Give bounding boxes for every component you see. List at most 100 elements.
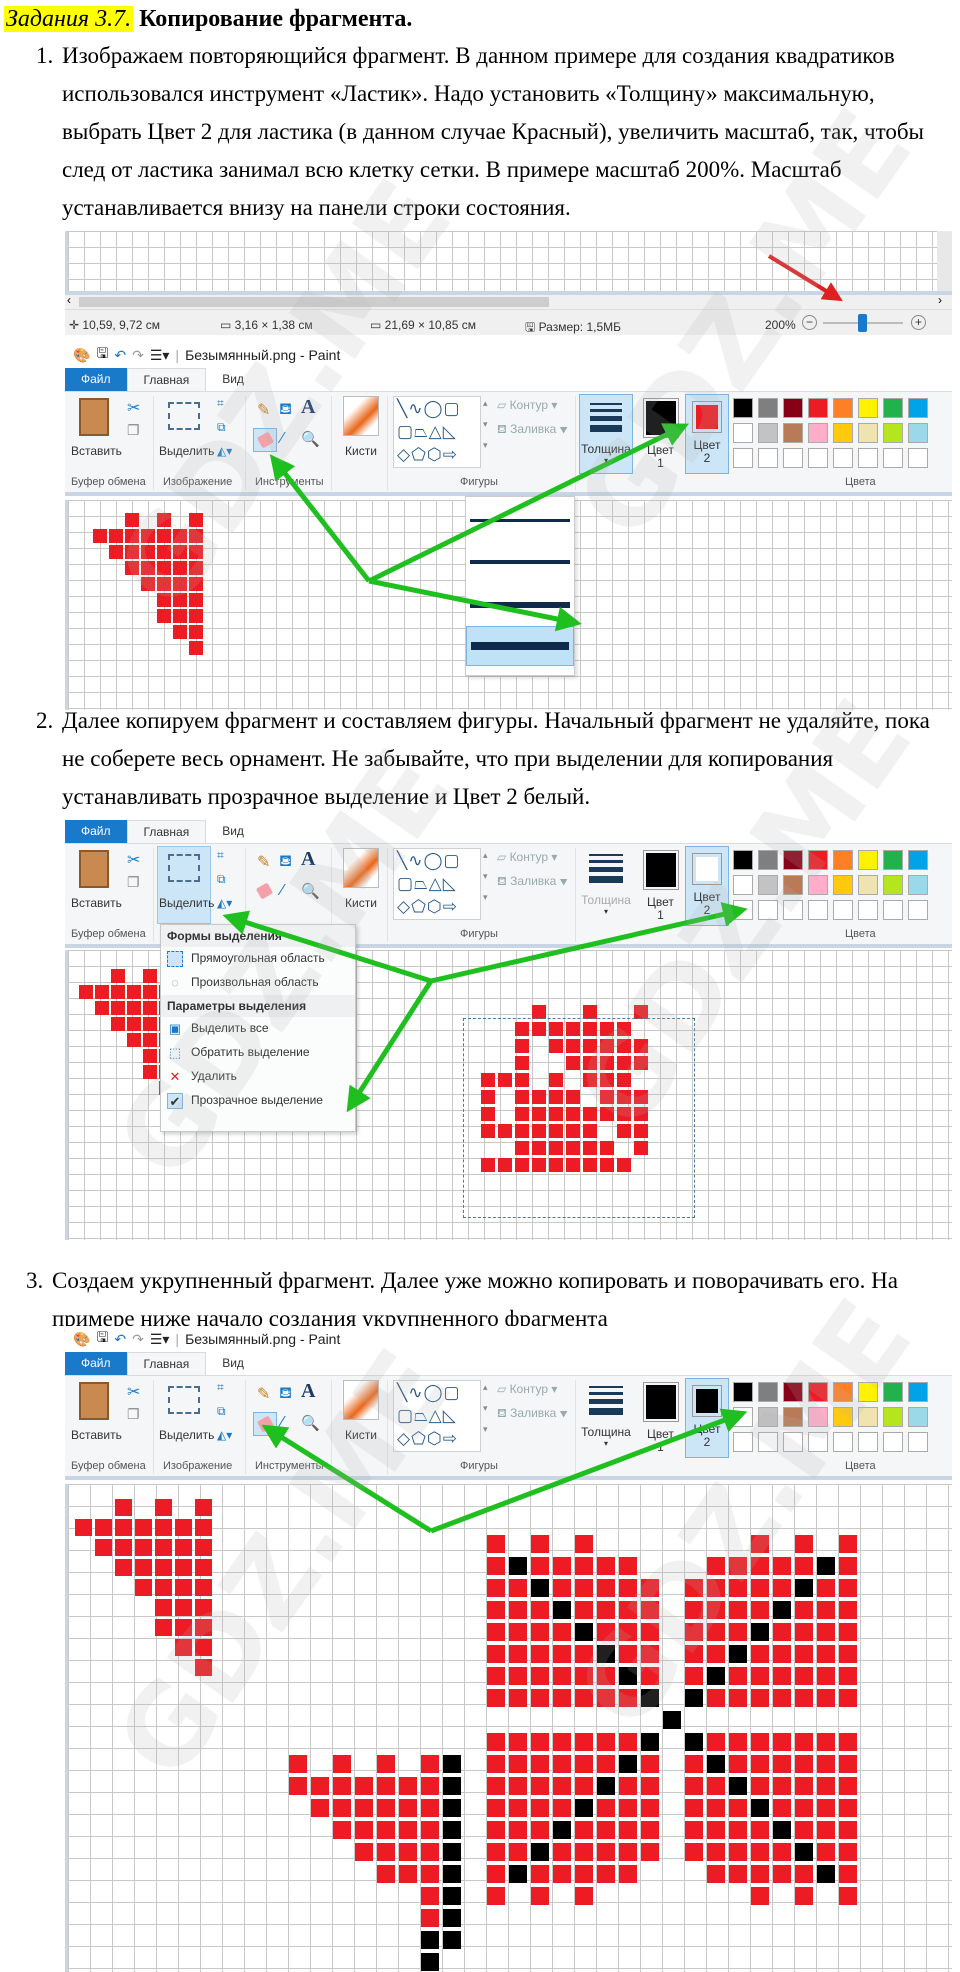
paste-icon[interactable] [79,1382,109,1420]
select-button[interactable] [157,846,211,924]
palette-swatch[interactable] [783,1382,803,1402]
palette-swatch[interactable] [758,1432,778,1452]
crop-icon[interactable]: ⌗ [217,396,224,410]
color-picker-icon[interactable]: ⁄ [281,882,284,899]
shapes-gallery[interactable]: ╲∿◯▢ ▢⏢△◺ ◇⬠⬡⇨ [393,848,481,920]
tab-home[interactable]: Главная [126,1352,207,1375]
paste-button[interactable]: Вставить [71,1428,122,1442]
eraser-button[interactable] [253,428,277,452]
fill-icon[interactable]: ⛾ [279,1385,293,1402]
palette-swatch[interactable] [908,423,928,443]
size-button[interactable]: Толщина ▾ [579,1378,633,1458]
tab-view[interactable]: Вид [222,824,244,838]
color1-button[interactable] [643,850,679,890]
copy-icon[interactable]: ❐ [127,874,140,890]
resize-icon[interactable]: ⧉ [217,1404,226,1418]
palette-swatch[interactable] [808,448,828,468]
palette-swatch[interactable] [783,423,803,443]
size-option-1[interactable] [470,519,570,522]
palette-swatch[interactable] [808,900,828,920]
palette-swatch[interactable] [883,900,903,920]
palette-swatch[interactable] [758,1407,778,1427]
palette-swatch[interactable] [883,1407,903,1427]
palette-swatch[interactable] [858,1382,878,1402]
size-button[interactable]: Толщина ▾ [579,846,633,926]
palette-swatch[interactable] [883,398,903,418]
tab-view[interactable]: Вид [222,1356,244,1370]
shapes-scroll-icon[interactable]: ▴ ▾ ▾ [483,850,488,902]
tab-file[interactable]: Файл [65,820,127,843]
menu-item-transparent-selection[interactable]: ✔ Прозрачное выделение [161,1089,355,1113]
outline-button[interactable]: ▱ Контур ▾ [497,398,558,412]
selection-rectangle[interactable] [463,1018,695,1218]
menu-item-free-form[interactable]: ◌ Произвольная область [161,971,355,995]
resize-icon[interactable]: ⧉ [217,420,226,434]
size-option-2[interactable] [470,560,570,564]
palette-swatch[interactable] [733,875,753,895]
palette-swatch[interactable] [833,1432,853,1452]
tab-home[interactable]: Главная [126,820,207,843]
palette-swatch[interactable] [758,1382,778,1402]
text-icon[interactable]: A [301,1380,316,1402]
scroll-right-icon[interactable]: › [938,293,942,307]
canvas[interactable] [65,1484,952,1972]
palette-swatch[interactable] [883,423,903,443]
tab-view[interactable]: Вид [222,372,244,386]
palette-swatch[interactable] [808,1407,828,1427]
palette-swatch[interactable] [783,850,803,870]
palette-swatch[interactable] [758,398,778,418]
palette-swatch[interactable] [758,423,778,443]
menu-item-delete[interactable]: ✕ Удалить [161,1065,355,1089]
magnifier-icon[interactable]: 🔍 [301,883,320,900]
rotate-icon[interactable]: ◭▾ [217,896,233,910]
palette-swatch[interactable] [833,448,853,468]
brushes-icon[interactable] [343,1380,379,1420]
cut-icon[interactable]: ✂ [127,852,141,869]
paste-button[interactable]: Вставить [71,896,122,910]
tab-file[interactable]: Файл [65,368,127,391]
palette-swatch[interactable] [808,875,828,895]
palette-swatch[interactable] [733,423,753,443]
paste-icon[interactable] [79,850,109,888]
brushes-button[interactable]: Кисти [345,1428,377,1442]
palette-swatch[interactable] [883,448,903,468]
text-icon[interactable]: A [301,848,316,870]
palette-swatch[interactable] [833,398,853,418]
color-picker-icon[interactable]: ⁄ [281,1414,284,1431]
palette-swatch[interactable] [908,1407,928,1427]
color-picker-icon[interactable]: ⁄ [281,430,284,447]
size-button[interactable]: Толщина ▾ [579,394,633,474]
fill-icon[interactable]: ⛾ [279,853,293,870]
palette-swatch[interactable] [883,850,903,870]
outline-button[interactable]: ▱ Контур ▾ [497,850,558,864]
redo-icon[interactable]: ↷ [132,346,144,363]
palette-swatch[interactable] [733,850,753,870]
palette-swatch[interactable] [783,875,803,895]
copy-icon[interactable]: ❐ [127,1406,140,1422]
zoom-in-icon[interactable]: + [911,315,926,330]
palette-swatch[interactable] [858,850,878,870]
fill-icon[interactable]: ⛾ [279,401,293,418]
zoom-out-icon[interactable]: − [802,315,817,330]
menu-item-rectangular[interactable]: Прямоугольная область [161,947,355,971]
palette-swatch[interactable] [808,398,828,418]
shapes-gallery[interactable]: ╲∿◯▢ ▢⏢△◺ ◇⬠⬡⇨ [393,396,481,468]
palette-swatch[interactable] [783,1432,803,1452]
palette-swatch[interactable] [858,423,878,443]
scrollbar-thumb[interactable] [79,297,549,307]
color2-button[interactable]: Цвет 2 [685,846,729,926]
fill-button[interactable]: ⛾ Заливка ▾ [497,422,568,436]
brushes-button[interactable]: Кисти [345,444,377,458]
palette-swatch[interactable] [908,398,928,418]
pencil-icon[interactable]: ✎ [257,854,271,871]
palette-swatch[interactable] [833,850,853,870]
palette-swatch[interactable] [908,875,928,895]
palette-swatch[interactable] [908,850,928,870]
tab-home[interactable]: Главная [126,368,207,391]
crop-icon[interactable]: ⌗ [217,1380,224,1394]
palette-swatch[interactable] [758,448,778,468]
resize-icon[interactable]: ⧉ [217,872,226,886]
palette-swatch[interactable] [858,900,878,920]
text-icon[interactable]: A [301,396,316,418]
palette-swatch[interactable] [783,448,803,468]
